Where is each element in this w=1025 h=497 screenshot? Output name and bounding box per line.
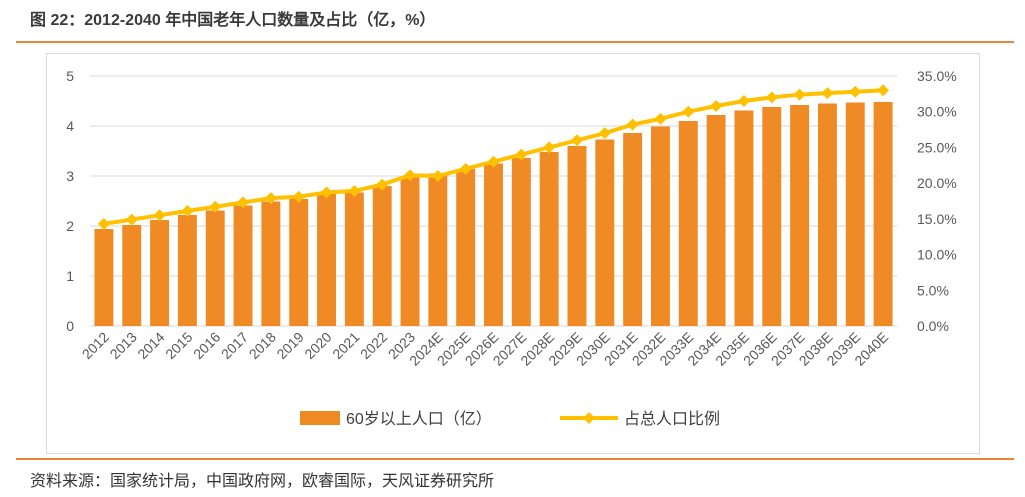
x-tick-label: 2021	[329, 329, 362, 362]
line-point	[487, 155, 500, 168]
line-point	[710, 100, 723, 112]
title-rule	[16, 41, 1014, 43]
bar	[344, 192, 364, 326]
x-tick-label: 2016	[190, 329, 223, 362]
source-note: 资料来源：国家统计局，中国政府网，欧睿国际，天风证券研究所	[30, 473, 495, 490]
bar	[94, 229, 114, 326]
bar	[484, 163, 503, 326]
line-point	[376, 178, 389, 191]
line-point	[125, 213, 138, 226]
bar	[706, 115, 726, 326]
legend-line-marker	[583, 412, 595, 424]
line-point	[320, 186, 333, 199]
left-tick-label: 4	[66, 118, 74, 134]
bar	[177, 215, 197, 326]
bar	[623, 133, 643, 326]
left-tick-label: 0	[66, 318, 74, 334]
bar	[539, 152, 559, 326]
x-tick-label: 2020	[301, 329, 334, 362]
line-point	[459, 162, 472, 175]
bar	[595, 139, 615, 326]
x-tick-label: 2015	[162, 329, 195, 362]
line-point	[292, 190, 305, 203]
left-tick-label: 3	[66, 168, 74, 184]
right-tick-label: 25.0%	[917, 139, 957, 155]
x-tick-label: 2012	[79, 329, 112, 362]
line-point	[237, 196, 250, 209]
right-tick-label: 15.0%	[917, 211, 957, 227]
legend: 60岁以上人口（亿） 占总人口比例	[300, 410, 720, 428]
bar	[651, 126, 670, 326]
left-tick-label: 2	[66, 218, 74, 234]
line-point	[97, 217, 110, 230]
line-point	[543, 141, 556, 154]
line-point	[153, 209, 166, 222]
bar	[289, 199, 309, 326]
legend-bar-swatch	[300, 411, 340, 425]
bar	[233, 205, 253, 326]
bar	[150, 220, 170, 326]
source-rule	[16, 458, 1014, 460]
x-tick-label: 2017	[218, 329, 251, 362]
line-point	[626, 118, 639, 131]
line-point	[682, 105, 695, 118]
bar	[678, 121, 698, 326]
bar-series	[94, 102, 893, 326]
bar	[372, 186, 392, 326]
x-tick-label: 2022	[357, 329, 390, 362]
x-tick-label: 2019	[273, 329, 306, 362]
bar	[456, 169, 476, 326]
line-point	[264, 192, 277, 205]
line-point	[737, 95, 750, 107]
bar	[567, 146, 587, 326]
left-axis: 0 1 2 3 4 5	[66, 68, 74, 334]
right-tick-label: 10.0%	[917, 247, 957, 263]
legend-line-label: 占总人口比例	[624, 410, 720, 428]
bar	[762, 107, 782, 326]
right-tick-label: 35.0%	[917, 68, 957, 84]
bar	[317, 194, 336, 326]
bar	[205, 210, 225, 326]
line-point	[431, 170, 444, 182]
line-point	[654, 112, 667, 125]
x-tick-label: 2018	[246, 329, 279, 362]
bar	[428, 173, 448, 326]
left-tick-label: 1	[66, 268, 74, 284]
right-tick-label: 0.0%	[917, 318, 949, 334]
right-tick-label: 30.0%	[917, 104, 957, 120]
line-point	[570, 134, 583, 147]
bar	[817, 103, 837, 326]
line-point	[765, 91, 778, 104]
bar	[511, 158, 531, 326]
bar	[845, 102, 865, 326]
x-axis: 2012201320142015201620172018201920202021…	[79, 329, 892, 369]
bar	[400, 177, 420, 326]
line-point	[821, 87, 834, 100]
line-series	[97, 84, 890, 230]
line-point	[793, 88, 806, 101]
line-point	[348, 185, 361, 197]
chart-frame	[46, 53, 980, 454]
figure-title: 图 22：2012-2040 年中国老年人口数量及占比（亿，%）	[30, 12, 436, 29]
bar	[734, 110, 754, 326]
line-point	[515, 148, 528, 161]
line-point	[181, 205, 194, 217]
line-point	[849, 85, 862, 98]
line-point	[209, 200, 222, 213]
right-tick-label: 5.0%	[917, 282, 949, 298]
bar	[261, 201, 281, 326]
x-tick-label: 2014	[134, 329, 167, 362]
bar	[873, 102, 893, 326]
line-point	[598, 127, 611, 140]
legend-bar-label: 60岁以上人口（亿）	[346, 410, 492, 428]
line-point	[877, 84, 890, 97]
right-axis: 0.0% 5.0% 10.0% 15.0% 20.0% 25.0% 30.0% 35.0%	[917, 68, 957, 334]
bar	[122, 225, 142, 326]
line-point	[404, 169, 417, 182]
bar	[790, 105, 810, 326]
left-tick-label: 5	[66, 68, 74, 84]
x-tick-label: 2013	[107, 329, 140, 362]
right-tick-label: 20.0%	[917, 175, 957, 191]
